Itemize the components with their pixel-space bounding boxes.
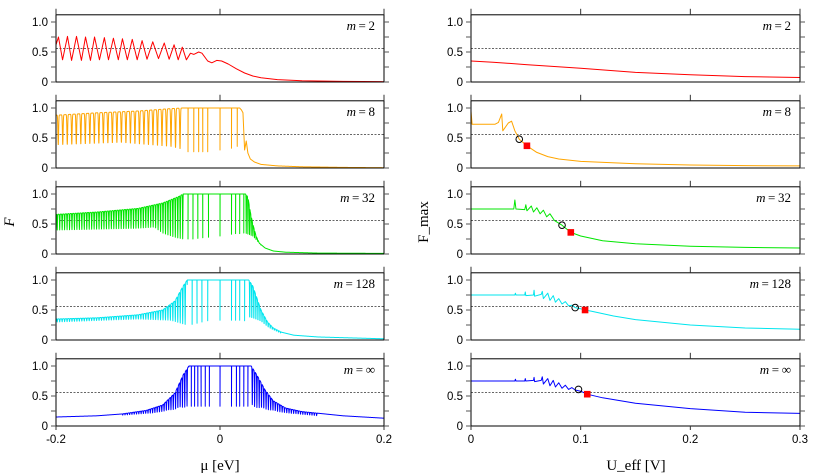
panel-label: m = ∞ (344, 362, 375, 377)
y-tick-label: 0 (457, 163, 463, 175)
y-tick-label: 1.0 (32, 17, 48, 29)
y-tick-label: 0.5 (447, 219, 463, 231)
square-marker (583, 390, 591, 398)
plot-frame (470, 272, 801, 341)
data-series-line (55, 107, 385, 169)
x-tick-label: 0 (468, 434, 474, 446)
left-y-axis-label: F (2, 217, 18, 228)
y-tick-label: 0 (457, 335, 463, 347)
panel-label: m = 32 (340, 190, 375, 205)
panel-1: 0 0.5 1.0 m = 2 (447, 8, 805, 89)
y-tick-label: 0.5 (447, 305, 463, 317)
panel-5: 0 0.5 1.0 m = ∞ 0 0.1 0.2 0.3 (447, 352, 808, 446)
right-y-axis-label: F_max (416, 201, 432, 243)
square-marker (581, 306, 589, 314)
y-tick-label: 1.0 (447, 361, 463, 373)
panel-label: m = 2 (763, 18, 791, 33)
y-tick-label: 0 (457, 421, 463, 433)
y-tick-label: 0 (42, 77, 48, 89)
y-tick-label: 0 (457, 249, 463, 261)
y-tick-label: 0.5 (32, 219, 48, 231)
left-column-plots: 0 0.5 1.0 m = 2 0 0.5 1.0 m = 8 0 0.5 1.0 m = 32 0 0.… (32, 8, 392, 446)
x-tick-label: 0.2 (682, 434, 698, 446)
x-tick-label: 0 (217, 434, 223, 446)
panel-1: 0 0.5 1.0 m = 2 (32, 8, 389, 89)
panel-label: m = ∞ (760, 362, 791, 377)
y-tick-label: 1.0 (32, 189, 48, 201)
x-tick-label: -0.2 (46, 434, 66, 446)
panel-label: m = 8 (763, 104, 791, 119)
panel-label: m = 32 (756, 190, 791, 205)
x-tick-label: 0.2 (376, 434, 392, 446)
panel-4: 0 0.5 1.0 m = 128 (32, 266, 389, 347)
data-series-line (55, 35, 385, 83)
data-series-line (55, 193, 385, 254)
panel-label: m = 8 (347, 104, 375, 119)
panel-3: 0 0.5 1.0 m = 32 (32, 180, 389, 261)
panel-label: m = 128 (334, 276, 375, 291)
x-tick-label: 0.3 (792, 434, 808, 446)
y-tick-label: 0.5 (447, 391, 463, 403)
y-tick-label: 1.0 (447, 103, 463, 115)
y-tick-label: 1.0 (447, 189, 463, 201)
data-series-line (55, 365, 385, 419)
y-tick-label: 0 (42, 421, 48, 433)
y-tick-label: 1.0 (447, 275, 463, 287)
plot-frame (470, 14, 801, 83)
circle-marker (515, 135, 524, 143)
x-tick-label: 0.1 (573, 434, 589, 446)
right-x-axis-label: U_eff [V] (606, 458, 665, 474)
plot-frame (470, 358, 801, 427)
y-tick-label: 0.5 (447, 47, 463, 59)
panel-2: 0 0.5 1.0 m = 8 (447, 94, 805, 175)
panel-5: 00.51.0 m = ∞-0.2 0 0.2 (32, 352, 392, 446)
y-tick-label: 0 (42, 249, 48, 261)
data-series-line (470, 110, 801, 167)
circle-marker (571, 303, 579, 312)
square-marker (567, 229, 575, 236)
circle-marker (558, 221, 566, 229)
y-tick-label: 0.5 (32, 47, 48, 59)
data-series-line (471, 199, 801, 249)
right-column-plots: 0 0.5 1.0 m = 2 0 0.5 1.0 m = 8 0 0.5 1.0 m = 32 0 0.… (447, 8, 808, 446)
panel-label: m = 2 (347, 18, 375, 33)
data-series-line (55, 279, 385, 340)
panel-4: 0 0.5 1.0 m = 128 (447, 266, 805, 347)
y-tick-label: 0.5 (32, 391, 48, 403)
panel-3: 0 0.5 1.0 m = 32 (447, 180, 805, 261)
y-tick-label: 0 (42, 335, 48, 347)
y-tick-label: 1.0 (32, 361, 48, 373)
left-x-axis-label: μ [eV] (200, 458, 239, 474)
data-series-line (471, 376, 801, 414)
y-tick-label: 0.5 (32, 133, 48, 145)
panel-2: 0 0.5 1.0 m = 8 (32, 94, 389, 175)
y-tick-label: 1.0 (32, 275, 48, 287)
y-tick-label: 0 (457, 77, 463, 89)
y-tick-label: 0 (42, 163, 48, 175)
square-marker (523, 142, 531, 150)
circle-marker (574, 385, 583, 394)
y-tick-label: 0.5 (447, 133, 463, 145)
plot-frame (470, 186, 801, 255)
data-series-line (470, 60, 801, 78)
plot-frame (470, 100, 801, 169)
y-tick-label: 0.5 (32, 305, 48, 317)
y-tick-label: 1.0 (447, 17, 463, 29)
panel-label: m = 128 (750, 276, 791, 291)
data-series-line (471, 289, 801, 330)
y-tick-label: 1.0 (32, 103, 48, 115)
